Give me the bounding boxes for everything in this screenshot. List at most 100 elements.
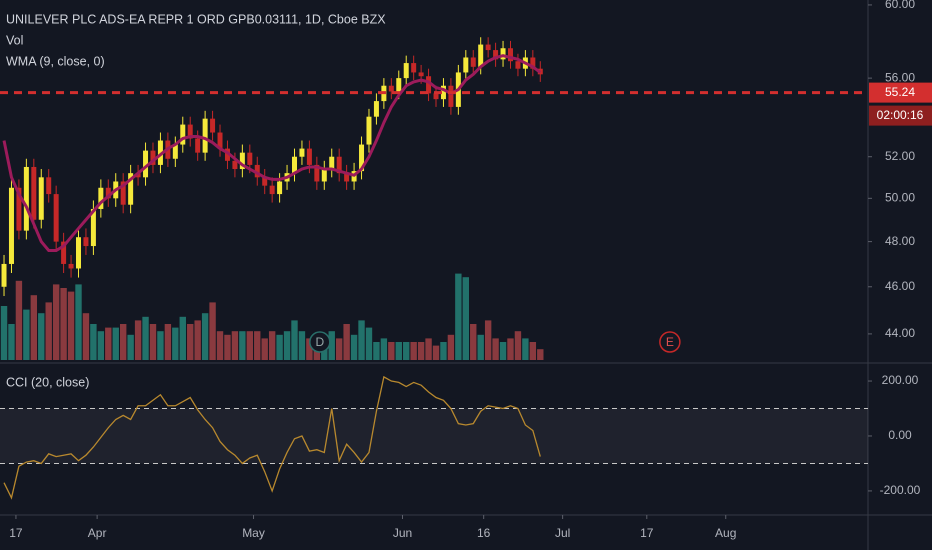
candle-body [470,57,476,67]
y-tick-label: 52.00 [885,149,915,163]
volume-bar [149,324,157,360]
candle-body [426,76,432,94]
candle-body [31,166,37,220]
y-tick-label: 60.00 [885,0,915,11]
candle-body [135,173,141,178]
x-tick-label: May [242,526,265,540]
volume-bar [432,345,440,360]
volume-bar [90,324,97,360]
volume-bar [134,320,142,360]
candle-body [366,116,372,145]
volume-bar [410,342,417,360]
candle-body [269,185,275,195]
volume-bar [440,342,447,360]
candle-body [180,124,186,145]
candle-body [105,187,111,199]
candle-body [321,169,327,182]
volume-bar [343,324,350,360]
countdown-box [869,105,932,126]
candle-body [396,78,402,92]
candle-body [403,63,409,79]
candle-body [150,150,156,165]
candle-body [262,177,268,186]
volume-bar [142,316,149,360]
volume-bar [127,334,134,360]
volume-bar [358,320,365,360]
volume-bar [268,331,276,360]
volume-bar [246,331,254,360]
volume-bar [388,342,395,360]
x-tick-label: Aug [715,526,736,540]
y-tick-label: 48.00 [885,234,915,248]
candle-body [463,57,469,73]
volume-bar [328,331,335,360]
candle-body [53,194,59,242]
candle-body [373,101,379,117]
volume-bar [537,349,544,360]
volume-bar [462,277,470,360]
volume-bar [507,338,514,360]
volume-bar [522,338,529,360]
candle-body [157,140,163,165]
volume-bar [298,331,306,360]
volume-bar [447,334,455,360]
candle-body [98,187,104,209]
volume-bar [455,273,462,360]
volume-bar [239,331,246,360]
chart-title: UNILEVER PLC ADS-EA REPR 1 ORD GPB0.0311… [6,12,386,26]
y-tick-label: 46.00 [885,279,915,293]
candle-body [478,44,484,67]
candle-body [76,237,82,269]
candle-body [440,85,446,100]
candle-body [128,173,134,205]
candle-body [61,241,67,264]
volume-bar [373,342,380,360]
volume-bar [119,324,127,360]
volume-bar [261,338,268,360]
candle-body [500,48,506,60]
candle-body [507,48,513,62]
volume-bar [164,324,172,360]
candle-body [299,148,305,157]
volume-bar [425,338,432,360]
candle-body [195,138,201,153]
candle-body [433,93,439,100]
volume-bar [291,320,298,360]
volume-bar [216,331,224,360]
volume-bar [67,291,75,360]
x-tick-label: Jun [393,526,412,540]
candle-body [314,164,320,182]
volume-bar [492,338,499,360]
candle-body [254,164,260,178]
volume-bar [529,342,537,360]
candle-body [8,187,14,264]
volume-bar [380,338,388,360]
volume-bar [112,327,119,360]
volume-bar [365,327,373,360]
volume-bar [187,324,194,360]
candle-body [336,156,342,174]
x-tick-label: 16 [477,526,491,540]
cci-title: CCI (20, close) [6,375,89,389]
volume-bar [224,334,231,360]
volume-bar [194,320,201,360]
candle-body [232,160,238,170]
volume-bar [157,331,164,360]
volume-title: Vol [6,33,23,47]
candle-body [90,208,96,247]
candle-body [239,152,245,170]
volume-bar [395,342,402,360]
volume-bar [417,342,425,360]
volume-bar [231,331,239,360]
candle-body [247,152,253,165]
volume-bar [484,320,492,360]
volume-bar [209,302,216,360]
candle-body [23,166,29,231]
candle-body [530,57,536,69]
y-tick-label: 200.00 [882,373,919,387]
volume-bar [179,316,186,360]
cci-line [3,375,541,500]
volume-bar [82,313,90,360]
volume-bar [60,288,67,360]
